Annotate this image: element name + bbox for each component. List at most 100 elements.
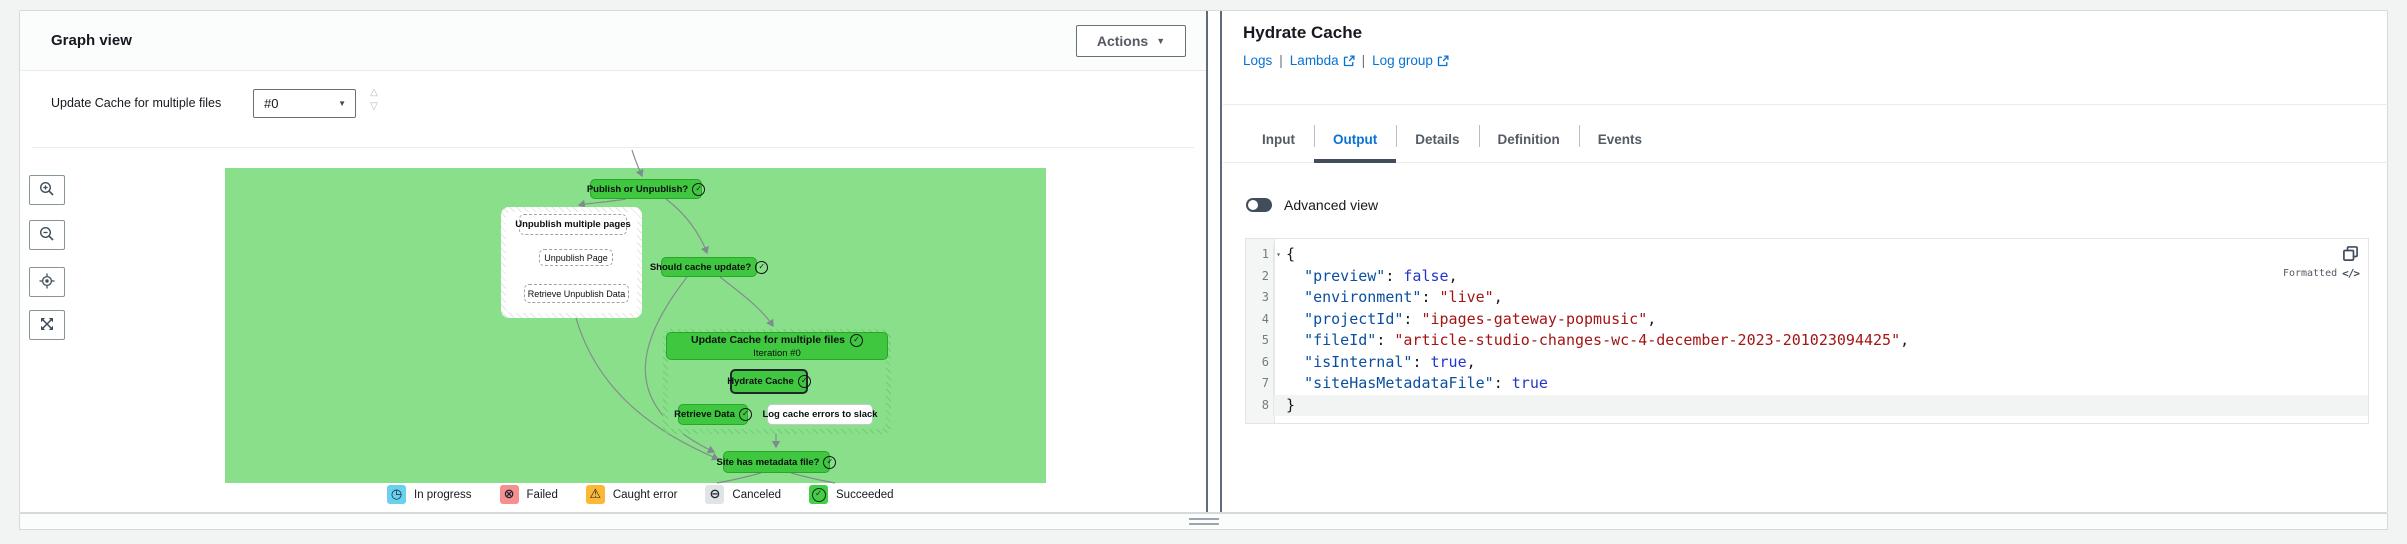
node-update-cache-for-multiple-files[interactable]: Update Cache for multiple files ✓ Iterat… bbox=[666, 332, 888, 360]
tab-definition[interactable]: Definition bbox=[1478, 116, 1579, 162]
code-icon: </> bbox=[2342, 267, 2360, 280]
clock-icon: ◷ bbox=[387, 485, 406, 504]
code-text: "siteHasMetadataFile": true bbox=[1304, 374, 1548, 392]
link-separator: | bbox=[1361, 53, 1366, 68]
code-line: 4 "projectId": "ipages-gateway-popmusic"… bbox=[1246, 308, 2368, 330]
check-circle-icon: ✓ bbox=[755, 260, 769, 274]
panel-split-handle-left[interactable] bbox=[1206, 11, 1208, 512]
line-number: 7 bbox=[1246, 373, 1274, 395]
divider bbox=[1223, 104, 2389, 105]
advanced-view-toggle[interactable] bbox=[1246, 198, 1272, 212]
drag-handle-icon bbox=[1188, 523, 1219, 525]
graph-legend: ◷ In progress ⊗ Failed ⚠ Caught error ⊖ Cancele… bbox=[387, 485, 894, 504]
advanced-view-row: Advanced view bbox=[1246, 197, 1378, 213]
node-label: Unpublish Page bbox=[544, 252, 608, 263]
page-title: Graph view bbox=[51, 32, 132, 49]
zoom-in-button[interactable] bbox=[29, 175, 65, 205]
iteration-step-down[interactable]: ▽ bbox=[370, 101, 378, 112]
cross-circle-icon: ⊗ bbox=[499, 485, 519, 504]
node-label: Retrieve Data bbox=[674, 409, 735, 420]
check-circle-icon: ✓ bbox=[823, 455, 837, 469]
iteration-selector-label: Update Cache for multiple files bbox=[51, 96, 222, 110]
node-label: Unpublish multiple pages bbox=[515, 219, 631, 230]
formatted-indicator: Formatted </> bbox=[2282, 267, 2360, 280]
code-line: 3 "environment": "live", bbox=[1246, 287, 2368, 309]
node-unpublish-page[interactable]: Unpublish Page bbox=[539, 249, 613, 266]
copy-button[interactable] bbox=[2341, 245, 2359, 263]
line-number: 3 bbox=[1246, 287, 1274, 309]
node-label: Hydrate Cache bbox=[727, 376, 794, 387]
zoom-in-icon bbox=[39, 181, 55, 200]
tab-details[interactable]: Details bbox=[1396, 116, 1478, 162]
fullscreen-button[interactable] bbox=[29, 310, 65, 340]
legend-item-succeeded: ✓ Succeeded bbox=[809, 485, 894, 504]
line-number: 5 bbox=[1246, 330, 1274, 352]
node-hydrate-cache[interactable]: Hydrate Cache ✓ bbox=[727, 369, 811, 394]
code-line: 7 "siteHasMetadataFile": true bbox=[1246, 373, 2368, 395]
check-circle-icon: ✓ bbox=[692, 182, 706, 196]
formatted-label: Formatted bbox=[2282, 268, 2338, 279]
node-site-has-metadata-file[interactable]: Site has metadata file? ✓ bbox=[717, 451, 837, 473]
link-lambda[interactable]: Lambda bbox=[1290, 53, 1355, 68]
node-retrieve-data[interactable]: Retrieve Data ✓ bbox=[674, 404, 752, 425]
check-circle-icon: ✓ bbox=[850, 333, 864, 347]
line-number: 4 bbox=[1246, 308, 1274, 330]
check-circle-icon: ✓ bbox=[738, 408, 752, 421]
execution-view-card: Graph view Actions ▼ Update Cache for mu… bbox=[19, 10, 2389, 514]
node-log-cache-errors-to-slack[interactable]: Log cache errors to slack bbox=[762, 404, 878, 425]
node-should-cache-update[interactable]: Should cache update? ✓ bbox=[650, 257, 769, 277]
iteration-select-value: #0 bbox=[264, 96, 279, 111]
iteration-step-up[interactable]: △ bbox=[370, 87, 378, 98]
legend-label: Caught error bbox=[612, 488, 678, 501]
node-label: Publish or Unpublish? bbox=[586, 183, 689, 195]
node-publish-or-unpublish[interactable]: Publish or Unpublish? ✓ bbox=[586, 179, 706, 199]
code-line: 8} bbox=[1246, 394, 2368, 416]
graph-canvas[interactable]: Unpublish multiple pages Unpublish Page … bbox=[20, 148, 1206, 514]
graph-edges bbox=[568, 149, 836, 484]
code-text: "isInternal": true, bbox=[1304, 352, 1476, 371]
copy-icon bbox=[2342, 246, 2358, 261]
iteration-select[interactable]: #0 ▼ bbox=[253, 89, 356, 118]
code-text: "fileId": "article-studio-changes-wc-4-d… bbox=[1304, 331, 1910, 349]
step-title: Hydrate Cache bbox=[1243, 23, 1363, 42]
actions-button[interactable]: Actions ▼ bbox=[1076, 25, 1186, 57]
code-text: "preview": false, bbox=[1304, 266, 1458, 285]
zoom-out-icon bbox=[39, 226, 55, 245]
code-line: 5 "fileId": "article-studio-changes-wc-4… bbox=[1246, 330, 2368, 352]
output-code-editor[interactable]: 1 ▾{2 "preview": false, 3 "environment": "… bbox=[1245, 238, 2369, 424]
warning-icon: ⚠ bbox=[585, 485, 605, 504]
fullscreen-icon bbox=[39, 316, 55, 335]
node-label: Retrieve Unpublish Data bbox=[527, 288, 626, 299]
link-log-group[interactable]: Log group bbox=[1372, 53, 1449, 68]
legend-label: Succeeded bbox=[836, 488, 894, 501]
legend-label: Failed bbox=[526, 488, 558, 501]
node-label: Should cache update? bbox=[649, 261, 752, 273]
zoom-out-button[interactable] bbox=[29, 220, 65, 250]
check-circle-icon: ✓ bbox=[797, 375, 811, 388]
link-logs[interactable]: Logs bbox=[1243, 53, 1273, 68]
line-number: 8 bbox=[1246, 394, 1274, 416]
node-unpublish-multiple-pages[interactable]: Unpublish multiple pages bbox=[515, 214, 631, 235]
code-lines: 1 ▾{2 "preview": false, 3 "environment": "… bbox=[1246, 244, 2368, 416]
fold-caret-icon[interactable]: ▾ bbox=[1276, 250, 1281, 259]
line-number: 6 bbox=[1246, 351, 1274, 373]
code-text: "projectId": "ipages-gateway-popmusic", bbox=[1304, 309, 1657, 328]
code-text: } bbox=[1274, 394, 2368, 416]
code-line: 1 ▾ { bbox=[1246, 244, 2368, 266]
tab-output[interactable]: Output bbox=[1314, 116, 1397, 163]
code-line: 6 "isInternal": true, bbox=[1246, 351, 2368, 373]
graph-view-header: Graph view bbox=[20, 11, 1206, 71]
panel-split-handle-right[interactable] bbox=[1220, 11, 1222, 512]
legend-item-in-progress: ◷ In progress bbox=[387, 485, 472, 504]
node-retrieve-unpublish-data[interactable]: Retrieve Unpublish Data bbox=[524, 284, 629, 303]
tab-events[interactable]: Events bbox=[1578, 116, 1661, 162]
chevron-down-icon: ▼ bbox=[338, 99, 346, 108]
bottom-resize-bar[interactable] bbox=[19, 513, 2388, 530]
link-separator: | bbox=[1279, 53, 1283, 68]
legend-item-failed: ⊗ Failed bbox=[499, 485, 558, 504]
external-link-icon bbox=[1343, 54, 1355, 66]
tab-input[interactable]: Input bbox=[1243, 116, 1314, 162]
resource-links: Logs | Lambda | Log group bbox=[1243, 53, 1449, 68]
center-graph-button[interactable] bbox=[29, 267, 65, 297]
